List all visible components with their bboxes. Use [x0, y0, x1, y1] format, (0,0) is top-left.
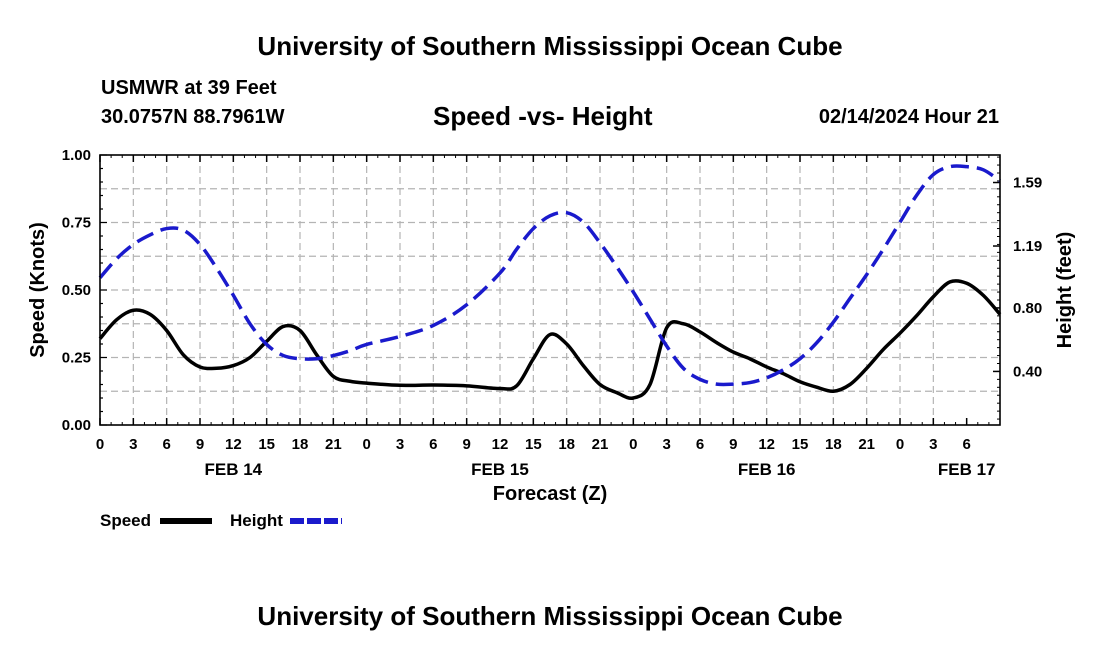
x-tick-label: 21 — [592, 436, 609, 453]
x-tick-label: 18 — [292, 436, 309, 453]
x-tick-label: 21 — [325, 436, 342, 453]
legend: Speed Height — [100, 511, 342, 530]
x-tick-label: 6 — [429, 436, 437, 453]
y-tick-label: 0.25 — [62, 350, 91, 367]
x-tick-label: 3 — [396, 436, 404, 453]
x-tick-label: 15 — [258, 436, 275, 453]
y2-tick-label: 1.19 — [1013, 238, 1042, 255]
speed-series-line — [98, 278, 1002, 400]
x-tick-label: 12 — [225, 436, 242, 453]
legend-height-label: Height — [230, 511, 283, 530]
x-tick-label: 15 — [792, 436, 809, 453]
chart-title: University of Southern Mississippi Ocean… — [257, 31, 843, 61]
series-lines — [98, 164, 1002, 400]
x-tick-label: 9 — [462, 436, 470, 453]
y2-tick-label: 1.59 — [1013, 175, 1042, 192]
x-tick-label: 0 — [96, 436, 104, 453]
x-tick-label: 12 — [758, 436, 775, 453]
x-tick-label: 18 — [558, 436, 575, 453]
x-tick-label: 6 — [962, 436, 970, 453]
height-series-line — [98, 164, 1002, 387]
plot-frame — [99, 154, 1001, 426]
legend-speed-label: Speed — [100, 511, 151, 530]
x-tick-label: 21 — [858, 436, 875, 453]
x-axis-label: Forecast (Z) — [493, 483, 607, 505]
y-tick-label: 0.75 — [62, 215, 91, 232]
footer-title: University of Southern Mississippi Ocean… — [257, 601, 843, 631]
y2-tick-label: 0.80 — [1013, 300, 1042, 317]
x-tick-label: 3 — [129, 436, 137, 453]
x-tick-label: 18 — [825, 436, 842, 453]
tick-labels: 0 3 6 9 12 15 18 21 0 3 6 9 12 15 18 21 0 3 6 9 12 15 18 21 0 3 6 F… — [62, 147, 1042, 479]
x-tick-label: 9 — [196, 436, 204, 453]
x-tick-label: 6 — [696, 436, 704, 453]
x-tick-label: 0 — [362, 436, 370, 453]
x-day-label: FEB 15 — [471, 460, 529, 479]
x-tick-label: 3 — [662, 436, 670, 453]
station-coordinates: 30.0757N 88.7961W — [101, 106, 285, 128]
x-day-label: FEB 14 — [205, 460, 263, 479]
station-label: USMWR at 39 Feet — [101, 77, 277, 99]
x-tick-label: 9 — [729, 436, 737, 453]
gridlines — [100, 155, 1000, 425]
x-tick-label: 3 — [929, 436, 937, 453]
x-tick-label: 15 — [525, 436, 542, 453]
y-tick-label: 0.50 — [62, 282, 91, 299]
x-tick-label: 6 — [162, 436, 170, 453]
x-tick-label: 0 — [629, 436, 637, 453]
x-day-label: FEB 16 — [738, 460, 796, 479]
forecast-datetime: 02/14/2024 Hour 21 — [818, 106, 999, 128]
y-tick-label: 0.00 — [62, 417, 91, 434]
x-tick-label: 0 — [896, 436, 904, 453]
x-tick-label: 12 — [492, 436, 509, 453]
x-day-label: FEB 17 — [938, 460, 996, 479]
speed-height-chart: 0 3 6 9 12 15 18 21 0 3 6 9 12 15 18 21 0 3 6 9 12 15 18 21 0 3 6 F… — [27, 147, 1076, 530]
y2-tick-label: 0.40 — [1013, 363, 1042, 380]
y-tick-label: 1.00 — [62, 147, 91, 164]
chart-subtitle: Speed -vs- Height — [433, 101, 653, 131]
y2-axis-label: Height (feet) — [1054, 232, 1076, 349]
y-axis-label: Speed (Knots) — [27, 222, 49, 358]
